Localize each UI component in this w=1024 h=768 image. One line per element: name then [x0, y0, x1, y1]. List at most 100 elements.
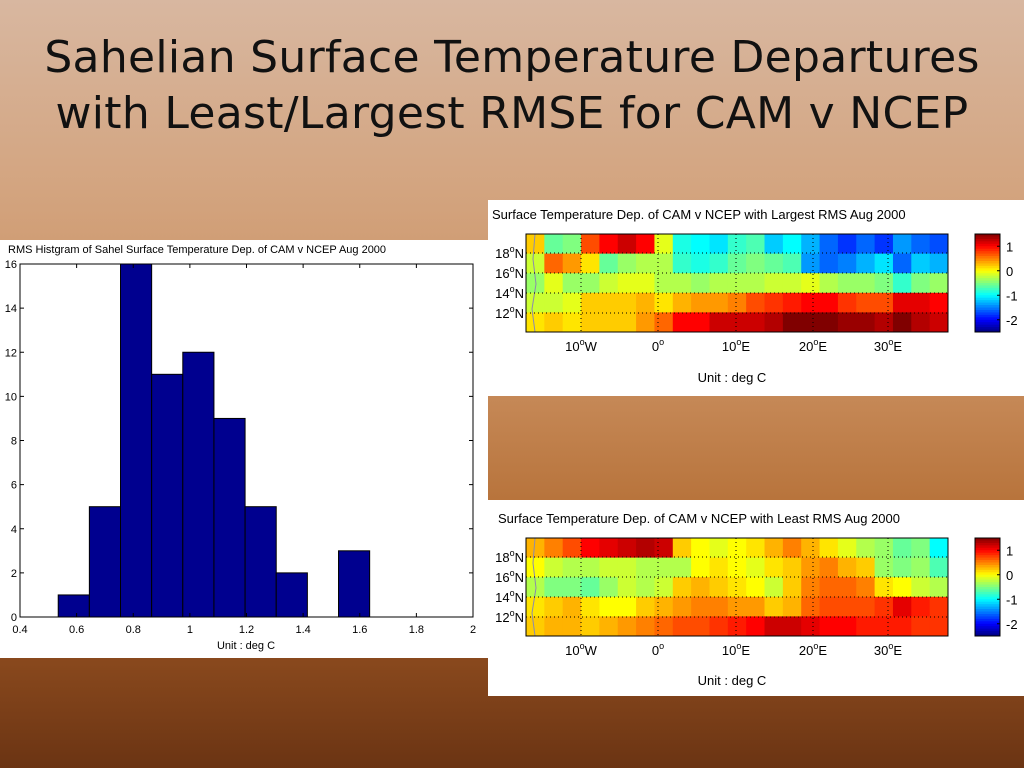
least-rms-map-cell-4-1 — [544, 616, 564, 637]
least-rms-map-cell-3-6 — [636, 596, 655, 617]
histogram-bar-2 — [120, 263, 153, 618]
largest-rms-map-cell-1-0 — [526, 253, 545, 274]
largest-rms-map-cell-3-4 — [599, 292, 619, 313]
largest-rms-map-colorbar-seg-16 — [975, 273, 1000, 277]
least-rms-map-cell-1-4 — [599, 557, 619, 578]
largest-rms-map-colorbar-seg-10 — [975, 258, 1000, 262]
least-rms-map-xtick-label-3: 20oE — [799, 641, 827, 658]
least-rms-map-colorbar-seg-26 — [975, 601, 1000, 605]
largest-rms-map-cell-3-18 — [856, 292, 876, 313]
largest-rms-map-colorbar-seg-12 — [975, 263, 1000, 267]
largest-rms-map-colorbar-seg-15 — [975, 270, 1000, 274]
least-rms-map-cell-3-11 — [727, 596, 747, 617]
largest-rms-map-cell-4-22 — [929, 312, 949, 333]
largest-rms-map-panel: Surface Temperature Dep. of CAM v NCEP w… — [488, 200, 1024, 396]
least-rms-map-cell-0-13 — [764, 538, 784, 559]
largest-rms-map-cell-0-14 — [782, 234, 802, 255]
largest-rms-map-colorbar-seg-6 — [975, 248, 1000, 252]
least-rms-map-colorbar-label-0: 1 — [1006, 543, 1013, 558]
largest-rms-map-cell-0-15 — [801, 234, 821, 255]
histogram-bar-0 — [57, 594, 90, 618]
histogram-title: RMS Histgram of Sahel Surface Temperatur… — [8, 244, 386, 256]
least-rms-map-cell-1-13 — [764, 557, 784, 578]
largest-rms-map-colorbar-seg-0 — [975, 234, 1000, 237]
least-rms-map-cell-2-21 — [911, 577, 931, 598]
largest-rms-map-colorbar-seg-19 — [975, 280, 1000, 284]
least-rms-map-ytick-label-3: 12oN — [495, 608, 524, 625]
least-rms-map-colorbar-seg-16 — [975, 577, 1000, 581]
largest-rms-map-cell-4-17 — [837, 312, 857, 333]
least-rms-map-cell-2-10 — [709, 577, 729, 598]
largest-rms-map-cell-4-8 — [672, 312, 692, 333]
least-rms-map-cell-0-3 — [581, 538, 600, 559]
least-rms-map-cell-2-4 — [599, 577, 619, 598]
least-rms-map-cell-1-11 — [727, 557, 747, 578]
largest-rms-map-cell-4-3 — [581, 312, 600, 333]
histogram-ytick-label-0: 0 — [11, 612, 17, 624]
least-rms-map-cell-3-16 — [819, 596, 839, 617]
largest-rms-map-cell-1-22 — [929, 253, 949, 274]
largest-rms-map-cell-3-19 — [874, 292, 894, 313]
largest-rms-map-colorbar-label-0: 1 — [1006, 239, 1013, 254]
largest-rms-map-colorbar-seg-36 — [975, 322, 1000, 326]
least-rms-map-cell-0-2 — [562, 538, 582, 559]
least-rms-map-cell-0-1 — [544, 538, 564, 559]
histogram-xtick-label-2: 0.8 — [126, 624, 141, 636]
histogram-ytick-label-1: 2 — [11, 568, 17, 580]
least-rms-map-title: Surface Temperature Dep. of CAM v NCEP w… — [498, 511, 900, 526]
largest-rms-map-cell-1-14 — [782, 253, 802, 274]
largest-rms-map-colorbar-seg-38 — [975, 327, 1000, 331]
least-rms-map-cell-0-21 — [911, 538, 931, 559]
largest-rms-map-cell-4-19 — [874, 312, 894, 333]
largest-rms-map-colorbar-seg-4 — [975, 243, 1000, 247]
least-rms-map-colorbar-seg-34 — [975, 621, 1000, 625]
largest-rms-map-cell-2-13 — [764, 273, 784, 294]
largest-rms-map-cell-4-12 — [746, 312, 766, 333]
histogram-bar-5 — [213, 417, 246, 618]
largest-rms-map-ytick-label-1: 16oN — [495, 264, 524, 281]
histogram-bar-3 — [151, 373, 184, 618]
largest-rms-map-cell-0-21 — [911, 234, 931, 255]
largest-rms-map-cell-0-18 — [856, 234, 876, 255]
least-rms-map-cell-3-10 — [709, 596, 729, 617]
least-rms-map-cell-4-16 — [819, 616, 839, 637]
largest-rms-map-cell-1-19 — [874, 253, 894, 274]
largest-rms-map-colorbar-seg-13 — [975, 265, 1000, 269]
least-rms-map-colorbar-seg-11 — [975, 564, 1000, 568]
least-rms-map-cell-3-22 — [929, 596, 949, 617]
least-rms-map-colorbar-box — [974, 537, 1001, 637]
least-rms-map-cell-2-8 — [672, 577, 692, 598]
largest-rms-map-cell-3-7 — [654, 292, 674, 313]
largest-rms-map-cell-3-9 — [691, 292, 710, 313]
largest-rms-map-colorbar-seg-7 — [975, 251, 1000, 255]
histogram-xtick-label-7: 1.8 — [409, 624, 424, 636]
largest-rms-map-cell-4-1 — [544, 312, 564, 333]
least-rms-map-cell-3-1 — [544, 596, 564, 617]
largest-rms-map-cell-4-6 — [636, 312, 655, 333]
histogram-xtick-label-8: 2 — [470, 624, 476, 636]
largest-rms-map-colorbar-seg-21 — [975, 285, 1000, 289]
largest-rms-map-colorbar-seg-1 — [975, 236, 1000, 240]
largest-rms-map-cell-3-5 — [617, 292, 637, 313]
largest-rms-map-cell-0-17 — [837, 234, 857, 255]
least-rms-map-colorbar-seg-2 — [975, 542, 1000, 546]
largest-rms-map-cell-3-16 — [819, 292, 839, 313]
histogram-ytick-label-7: 14 — [5, 303, 17, 315]
least-rms-map-cell-0-4 — [599, 538, 619, 559]
largest-rms-map-xtick-label-3: 20oE — [799, 337, 827, 354]
least-rms-map-cell-3-8 — [672, 596, 692, 617]
least-rms-map-cell-0-18 — [856, 538, 876, 559]
largest-rms-map-cell-3-15 — [801, 292, 821, 313]
largest-rms-map-cell-4-21 — [911, 312, 931, 333]
least-rms-map-xlabel: Unit : deg C — [698, 673, 767, 688]
largest-rms-map-cell-1-3 — [581, 253, 600, 274]
histogram-bar-1 — [88, 506, 122, 618]
histogram-xtick-label-3: 1 — [187, 624, 193, 636]
largest-rms-map-colorbar-seg-23 — [975, 290, 1000, 294]
least-rms-map-cell-4-10 — [709, 616, 729, 637]
largest-rms-map-cell-2-3 — [581, 273, 600, 294]
least-rms-map-cell-3-5 — [617, 596, 637, 617]
least-rms-map-cell-0-14 — [782, 538, 802, 559]
largest-rms-map-cell-0-0 — [526, 234, 545, 255]
largest-rms-map-colorbar-seg-22 — [975, 287, 1000, 291]
